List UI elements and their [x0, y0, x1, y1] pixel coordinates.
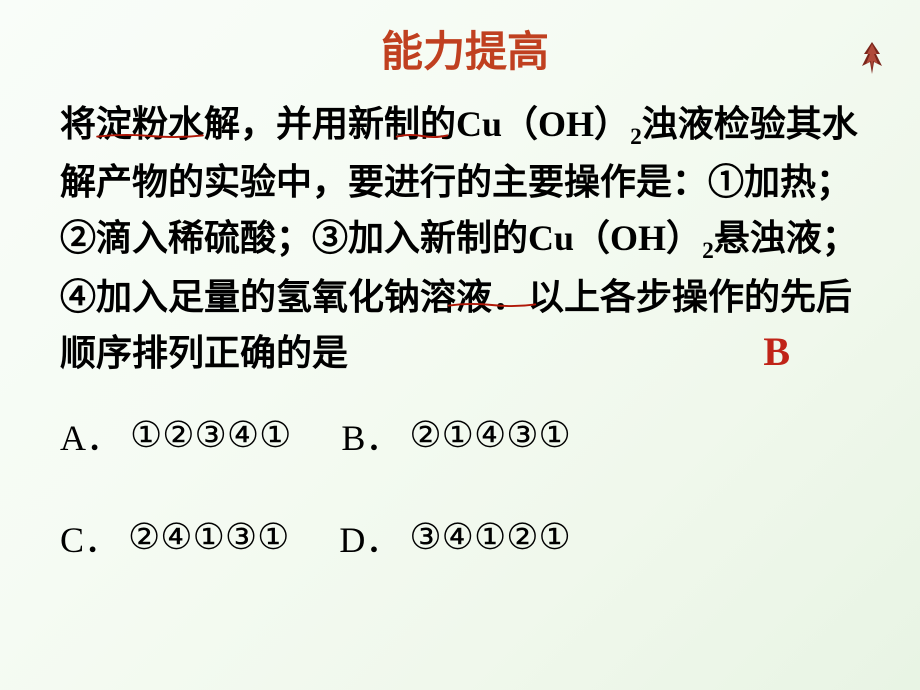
- option-d-text: ③④①②①: [409, 516, 570, 558]
- option-d: D． ③④①②①: [339, 511, 570, 563]
- option-c-label: C．: [60, 511, 120, 563]
- question-body: 将淀粉水解，并用新制的Cu（OH）2浊液检验其水解产物的实验中，要进行的主要操作…: [60, 97, 870, 381]
- option-c-text: ②④①③①: [128, 516, 289, 558]
- option-c: C． ②④①③①: [60, 511, 289, 563]
- option-d-label: D．: [339, 511, 401, 563]
- title-text: 能力提高: [381, 28, 549, 75]
- option-a: A． ①②③④①: [60, 409, 291, 461]
- q-chem1a: Cu: [456, 104, 502, 144]
- q-chem2sub: 2: [702, 238, 714, 264]
- option-b: B． ②①④③①: [341, 409, 570, 461]
- answer-letter: B: [763, 321, 790, 383]
- q-chem2a: Cu: [528, 218, 574, 258]
- q-chem2b: （OH）: [574, 218, 702, 258]
- option-row-2: C． ②④①③① D． ③④①②①: [60, 511, 870, 563]
- option-b-text: ②①④③①: [409, 414, 570, 456]
- q-chem1b: （OH）: [502, 104, 630, 144]
- option-a-text: ①②③④①: [130, 414, 291, 456]
- slide-content: 能力提高 将淀粉水解，并用新制的Cu（OH）2浊液检验其水解产物的实验中，要进行…: [0, 0, 920, 583]
- option-b-label: B．: [341, 409, 401, 461]
- option-row-1: A． ①②③④① B． ②①④③①: [60, 409, 870, 461]
- option-a-label: A．: [60, 409, 122, 461]
- options-block: A． ①②③④① B． ②①④③① C． ②④①③① D． ③④①②①: [60, 409, 870, 563]
- q-seg1: 将淀粉水解，并用新制的: [60, 104, 456, 144]
- slide-title: 能力提高: [60, 18, 870, 79]
- q-chem1sub: 2: [630, 124, 642, 150]
